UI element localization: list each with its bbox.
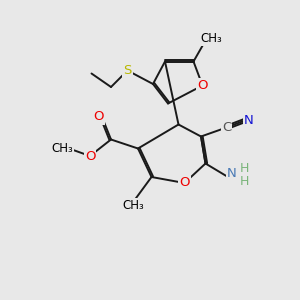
Text: H: H <box>240 175 249 188</box>
Text: S: S <box>123 64 132 77</box>
Text: O: O <box>85 150 95 163</box>
Text: N: N <box>227 167 236 180</box>
Text: CH₃: CH₃ <box>123 199 144 212</box>
Text: O: O <box>93 110 104 124</box>
Text: N: N <box>244 114 254 127</box>
Text: CH₃: CH₃ <box>52 142 73 155</box>
Text: CH₃: CH₃ <box>200 32 222 46</box>
Text: H: H <box>240 162 249 175</box>
Text: C: C <box>222 121 231 134</box>
Text: O: O <box>179 176 190 190</box>
Text: O: O <box>197 79 208 92</box>
